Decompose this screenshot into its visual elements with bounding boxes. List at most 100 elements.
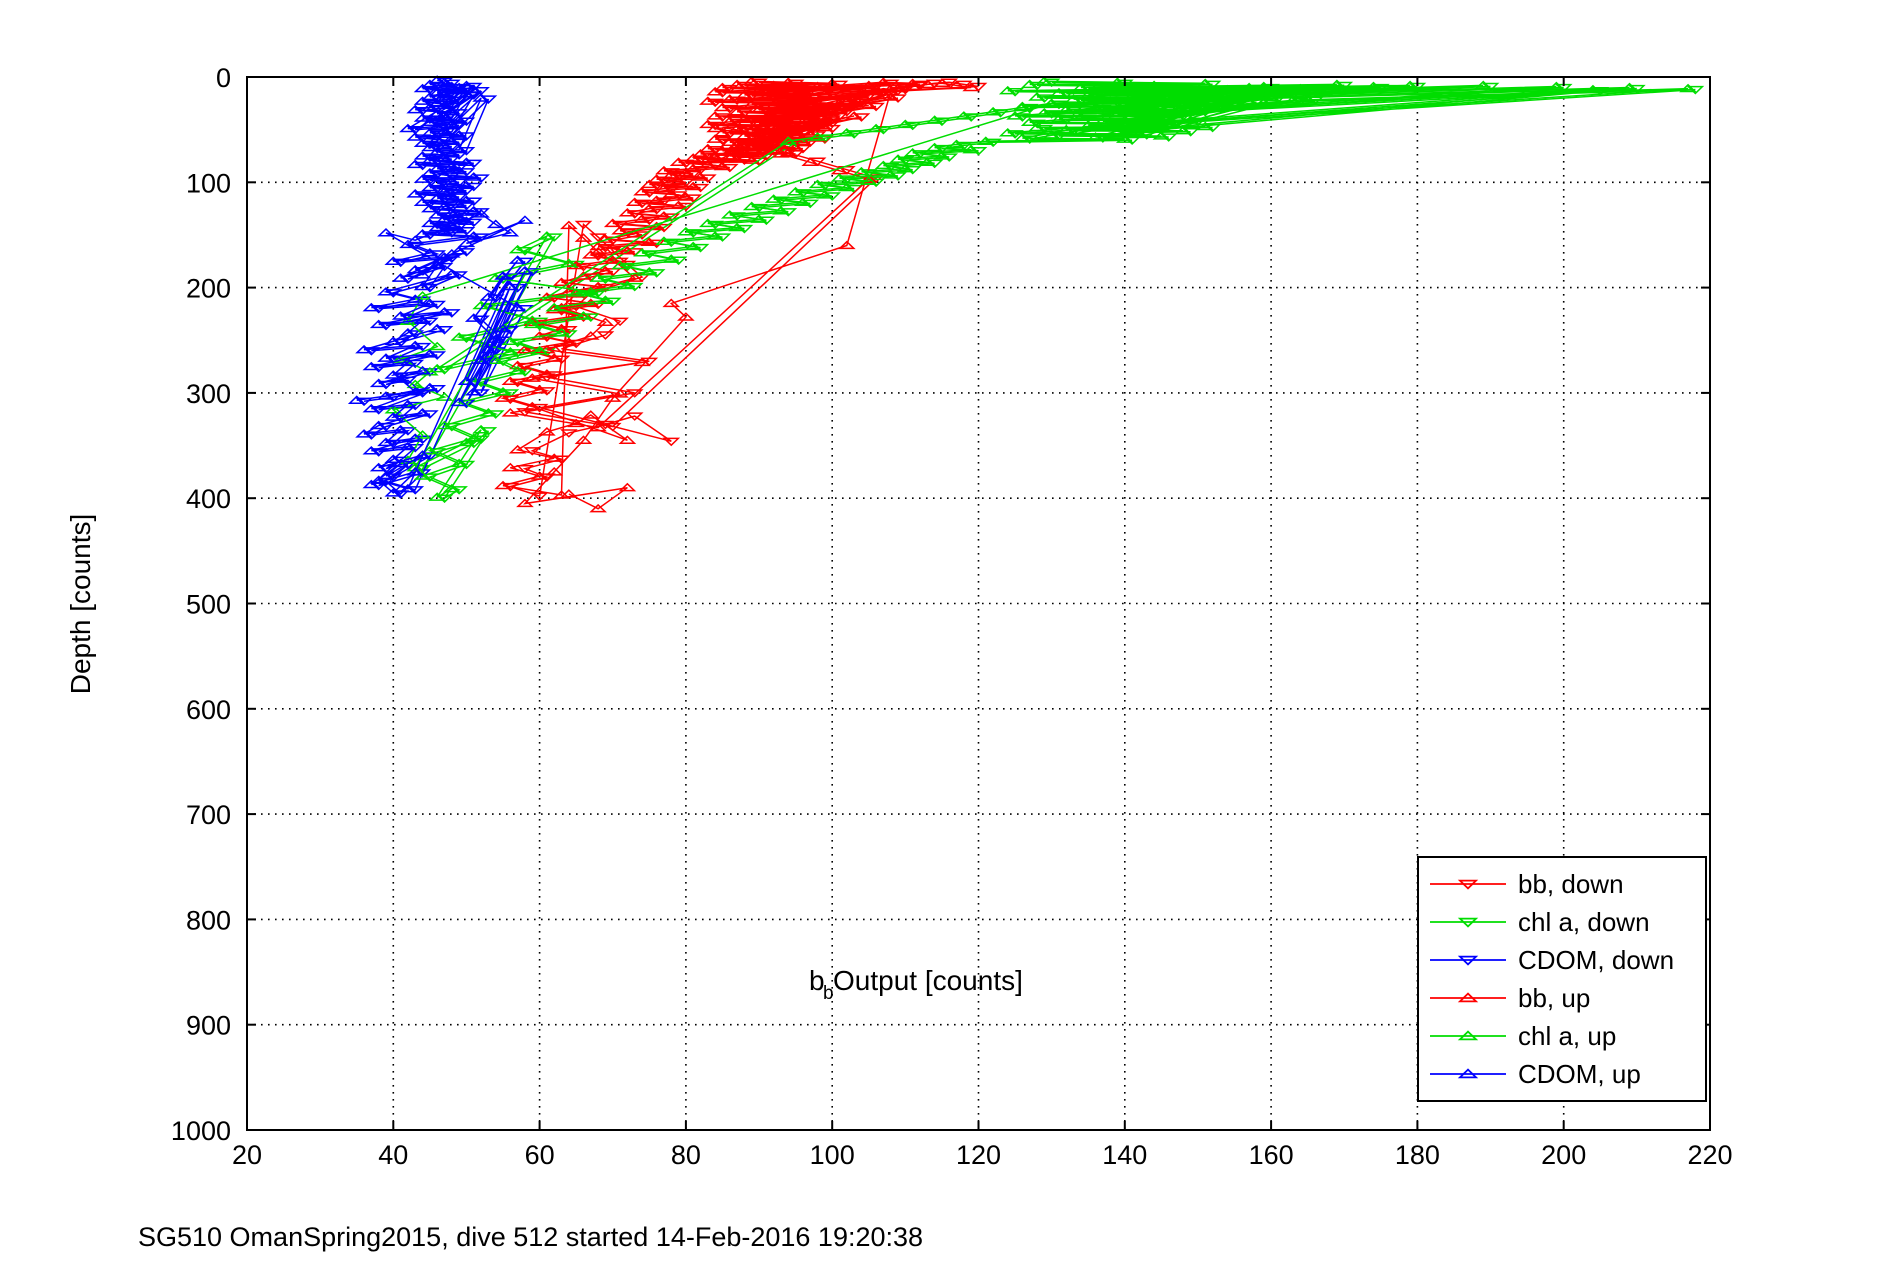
data-marker — [1035, 124, 1054, 134]
data-marker — [998, 127, 1017, 137]
data-marker — [691, 243, 710, 253]
x-axis-title-rest: Output [counts] — [833, 965, 1023, 996]
data-marker — [406, 443, 425, 453]
legend-item-label: chl a, up — [1518, 1021, 1616, 1051]
data-marker — [933, 117, 951, 127]
legend-item[interactable]: bb, up — [1430, 983, 1590, 1013]
data-marker — [684, 194, 703, 203]
data-marker — [735, 131, 754, 140]
data-marker — [581, 410, 600, 419]
data-marker — [984, 106, 1002, 116]
data-marker — [421, 445, 439, 455]
data-marker — [413, 342, 432, 352]
data-marker — [1181, 115, 1200, 124]
data-marker — [421, 283, 439, 293]
data-marker — [516, 257, 534, 267]
data-marker — [991, 109, 1010, 118]
data-marker — [413, 270, 432, 279]
legend-item[interactable]: bb, down — [1430, 869, 1624, 899]
data-marker — [1254, 97, 1273, 106]
data-marker — [1079, 90, 1098, 99]
legend-item[interactable]: CDOM, up — [1430, 1059, 1641, 1089]
data-marker — [1225, 93, 1244, 102]
data-marker — [435, 420, 454, 430]
data-marker — [428, 300, 447, 310]
data-marker — [501, 227, 520, 237]
data-marker — [750, 104, 768, 114]
data-marker — [464, 172, 483, 181]
data-marker — [1072, 82, 1090, 92]
legend-item[interactable]: chl a, up — [1430, 1021, 1616, 1051]
data-marker — [618, 482, 637, 492]
data-marker — [728, 139, 746, 149]
data-marker — [845, 98, 863, 108]
data-marker — [684, 181, 703, 191]
data-marker — [867, 84, 885, 94]
legend-item[interactable]: CDOM, down — [1430, 945, 1674, 975]
legend-marker-triangle-up — [1457, 992, 1479, 1003]
data-marker — [523, 401, 542, 411]
data-marker — [735, 81, 754, 91]
data-marker — [677, 167, 695, 177]
data-marker — [442, 269, 461, 278]
data-marker — [428, 210, 447, 219]
y-tick-label: 400 — [186, 484, 231, 514]
data-marker — [501, 408, 520, 417]
data-marker — [450, 245, 468, 255]
data-marker — [933, 144, 951, 154]
series-bb_up — [494, 76, 981, 513]
data-marker — [472, 424, 490, 434]
data-marker — [560, 429, 578, 438]
data-marker — [881, 92, 900, 101]
data-marker — [552, 328, 571, 337]
data-marker — [523, 447, 542, 456]
data-marker — [896, 163, 915, 173]
data-marker — [903, 121, 922, 131]
data-marker — [962, 82, 981, 92]
data-marker — [406, 189, 425, 198]
data-marker — [406, 340, 425, 350]
data-marker — [406, 433, 425, 442]
data-marker — [720, 163, 739, 173]
data-marker — [384, 256, 403, 265]
data-marker — [391, 458, 410, 468]
data-marker — [969, 147, 988, 156]
data-marker — [450, 486, 468, 495]
data-marker — [369, 319, 388, 329]
data-marker — [1152, 103, 1171, 113]
data-marker — [801, 121, 820, 131]
data-marker — [384, 370, 403, 379]
data-marker — [377, 471, 395, 480]
x-axis-title-base: b — [809, 965, 825, 996]
data-marker — [625, 389, 644, 398]
data-marker — [1093, 84, 1112, 94]
data-marker — [1086, 132, 1105, 141]
data-marker — [677, 192, 695, 201]
data-marker — [1108, 108, 1127, 118]
data-marker — [662, 298, 681, 308]
legend-marker-triangle-down — [1457, 879, 1479, 890]
data-marker — [1115, 99, 1134, 109]
data-marker — [728, 79, 746, 89]
data-marker — [501, 389, 520, 398]
data-marker — [662, 254, 681, 263]
data-marker — [362, 445, 381, 455]
data-marker — [852, 90, 871, 99]
legend[interactable]: bb, down chl a, down CDOM, down bb, up chl a… — [1417, 856, 1707, 1102]
x-tick-label: 180 — [1395, 1140, 1440, 1170]
data-marker — [472, 389, 490, 398]
data-marker — [464, 433, 483, 442]
data-marker — [596, 295, 615, 304]
data-marker — [421, 203, 439, 213]
legend-item[interactable]: chl a, down — [1430, 907, 1650, 937]
data-marker — [450, 165, 468, 175]
data-marker — [1247, 90, 1266, 99]
data-marker — [625, 229, 644, 238]
data-marker — [472, 315, 490, 325]
data-marker — [962, 113, 981, 122]
data-marker — [706, 98, 725, 108]
data-marker — [698, 119, 717, 129]
data-marker — [464, 231, 483, 240]
data-marker — [391, 273, 410, 282]
